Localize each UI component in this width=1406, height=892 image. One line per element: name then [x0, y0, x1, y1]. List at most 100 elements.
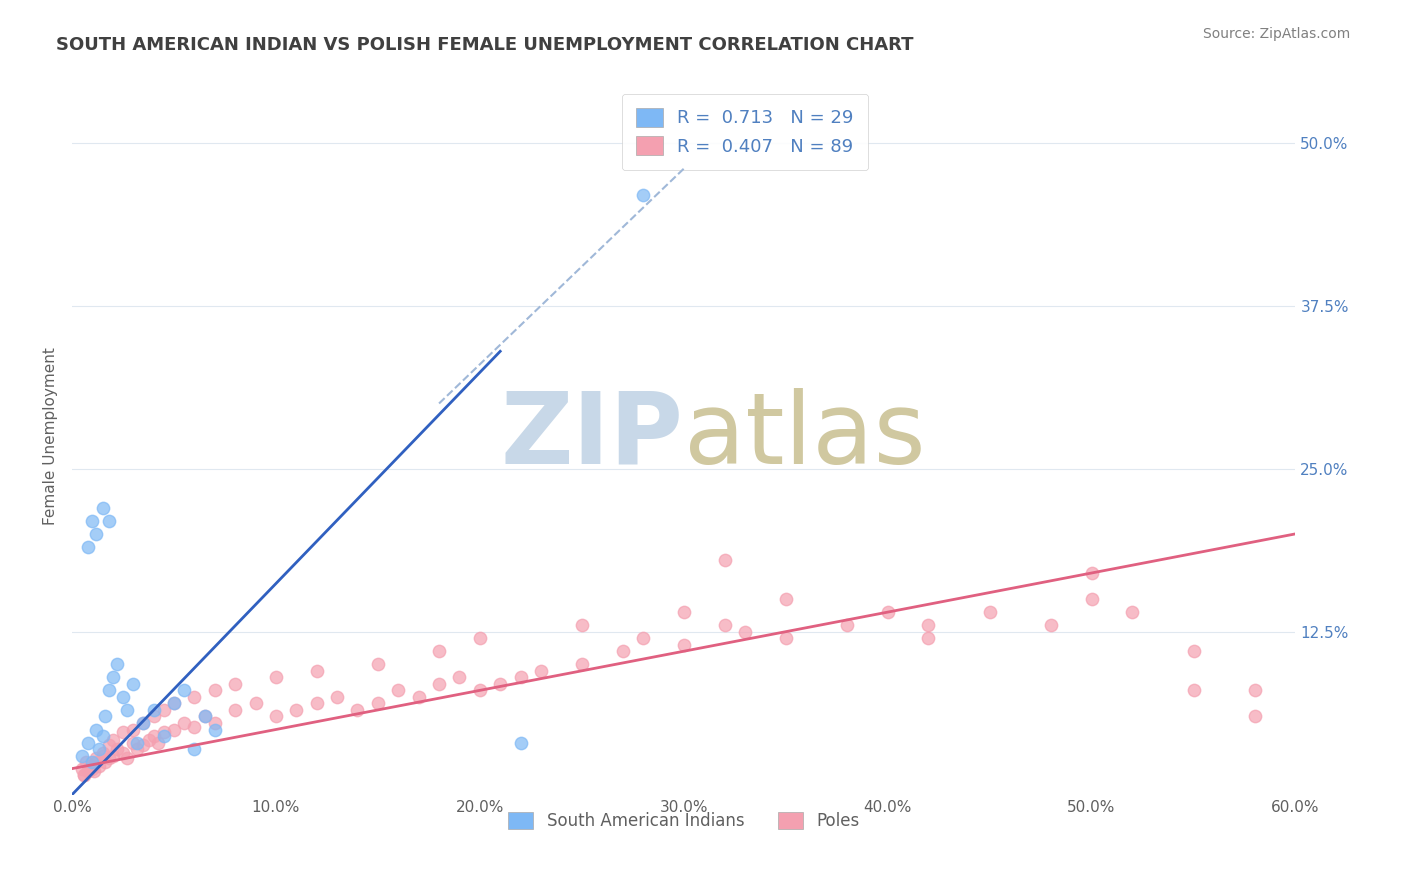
Point: [86, 723, 108, 737]
Text: Source: ZipAtlas.com: Source: ZipAtlas.com: [1202, 27, 1350, 41]
Point: [204, 716, 226, 731]
Point: [127, 735, 149, 749]
Point: [672, 605, 695, 619]
Point: [571, 657, 593, 672]
Point: [346, 703, 368, 717]
Point: [127, 742, 149, 756]
Point: [97, 751, 120, 765]
Point: [571, 618, 593, 632]
Point: [530, 664, 553, 678]
Point: [245, 697, 267, 711]
Point: [122, 735, 145, 749]
Point: [917, 618, 939, 632]
Point: [73, 768, 96, 782]
Point: [305, 664, 328, 678]
Point: [468, 631, 491, 645]
Point: [70, 748, 93, 763]
Point: [87, 759, 110, 773]
Point: [387, 683, 409, 698]
Point: [111, 690, 134, 704]
Point: [97, 738, 120, 752]
Point: [73, 768, 96, 782]
Point: [734, 624, 756, 639]
Point: [93, 755, 115, 769]
Point: [77, 764, 100, 779]
Point: [204, 723, 226, 737]
Point: [163, 697, 186, 711]
Point: [152, 703, 174, 717]
Point: [224, 677, 246, 691]
Point: [367, 697, 389, 711]
Point: [77, 735, 100, 749]
Point: [87, 742, 110, 756]
Point: [1080, 592, 1102, 607]
Point: [835, 618, 858, 632]
Point: [105, 657, 128, 672]
Point: [367, 657, 389, 672]
Point: [775, 631, 797, 645]
Point: [82, 762, 104, 776]
Text: atlas: atlas: [683, 387, 925, 484]
Point: [83, 764, 105, 779]
Point: [122, 677, 145, 691]
Point: [631, 631, 654, 645]
Point: [204, 683, 226, 698]
Point: [509, 670, 531, 684]
Point: [142, 709, 165, 723]
Point: [1182, 683, 1205, 698]
Point: [713, 618, 735, 632]
Point: [672, 638, 695, 652]
Point: [326, 690, 349, 704]
Point: [1121, 605, 1143, 619]
Point: [142, 703, 165, 717]
Point: [77, 764, 100, 779]
Point: [183, 742, 205, 756]
Point: [82, 759, 104, 773]
Point: [449, 670, 471, 684]
Y-axis label: Female Unemployment: Female Unemployment: [44, 347, 58, 525]
Point: [224, 703, 246, 717]
Point: [115, 703, 138, 717]
Point: [111, 725, 134, 739]
Point: [101, 733, 124, 747]
Legend: South American Indians, Poles: South American Indians, Poles: [495, 799, 873, 844]
Text: SOUTH AMERICAN INDIAN VS POLISH FEMALE UNEMPLOYMENT CORRELATION CHART: SOUTH AMERICAN INDIAN VS POLISH FEMALE U…: [56, 36, 914, 54]
Point: [1243, 683, 1265, 698]
Point: [132, 716, 155, 731]
Point: [183, 720, 205, 734]
Point: [132, 716, 155, 731]
Point: [1243, 709, 1265, 723]
Point: [408, 690, 430, 704]
Point: [173, 683, 195, 698]
Point: [427, 677, 450, 691]
Point: [101, 670, 124, 684]
Point: [489, 677, 512, 691]
Point: [163, 697, 186, 711]
Point: [91, 748, 114, 763]
Point: [146, 735, 169, 749]
Point: [152, 729, 174, 743]
Point: [1039, 618, 1062, 632]
Point: [152, 725, 174, 739]
Point: [305, 697, 328, 711]
Point: [82, 755, 104, 769]
Text: ZIP: ZIP: [501, 387, 683, 484]
Point: [427, 644, 450, 658]
Point: [468, 683, 491, 698]
Point: [876, 605, 898, 619]
Point: [77, 540, 100, 554]
Point: [105, 742, 128, 756]
Point: [163, 723, 186, 737]
Point: [86, 751, 108, 765]
Point: [122, 723, 145, 737]
Point: [86, 755, 108, 769]
Point: [193, 709, 215, 723]
Point: [138, 733, 160, 747]
Point: [183, 690, 205, 704]
Point: [91, 500, 114, 515]
Point: [97, 514, 120, 528]
Point: [264, 670, 287, 684]
Point: [79, 759, 101, 773]
Point: [775, 592, 797, 607]
Point: [82, 514, 104, 528]
